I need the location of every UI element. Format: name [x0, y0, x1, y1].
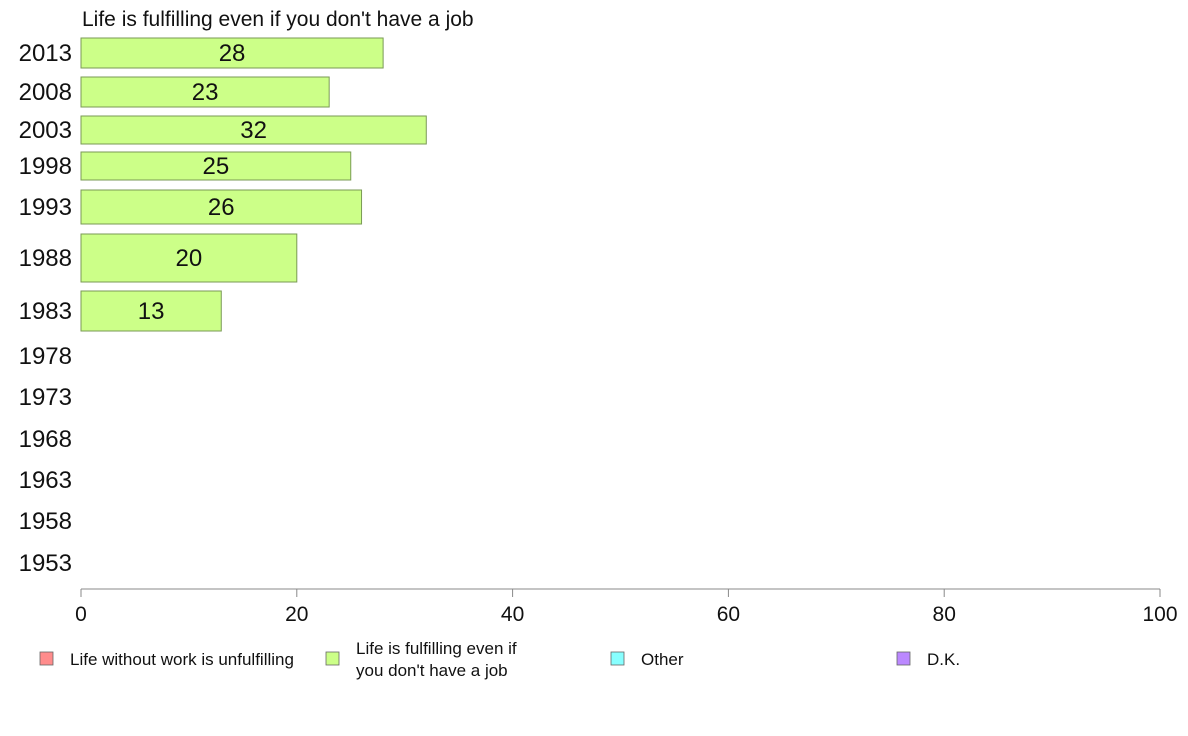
- chart-title: Life is fulfilling even if you don't hav…: [82, 8, 474, 31]
- y-tick-label: 1993: [19, 194, 72, 221]
- y-tick-label: 1988: [19, 245, 72, 272]
- y-axis-labels: 2013 2008 2003 1998 1993 1988 1983 1978 1973 1968…: [19, 40, 72, 577]
- x-tick-label: 20: [285, 603, 308, 626]
- y-tick-label: 1998: [19, 153, 72, 180]
- bar: [80, 233, 298, 283]
- legend-swatch: [610, 651, 625, 666]
- x-tick-label: 60: [717, 603, 740, 626]
- y-tick-label: 1963: [19, 467, 72, 494]
- legend-swatch: [896, 651, 911, 666]
- y-tick-label: 1978: [19, 343, 72, 370]
- bar: [80, 115, 427, 145]
- y-tick-label: 1958: [19, 508, 72, 535]
- legend: Life without work is unfulfilling Life is…: [39, 639, 960, 680]
- bar-data-label: 25: [203, 153, 230, 180]
- legend-label: Other: [641, 650, 684, 669]
- legend-label: Life without work is unfulfilling: [70, 650, 294, 669]
- x-tick-label: 100: [1142, 603, 1177, 626]
- legend-label: Life is fulfilling even if you don't have…: [356, 639, 517, 680]
- bar-data-label: 13: [138, 298, 165, 325]
- bar-data-label: 23: [192, 79, 219, 106]
- x-tick-label: 80: [933, 603, 956, 626]
- bar: [80, 151, 352, 181]
- y-tick-label: 2003: [19, 117, 72, 144]
- bar-data-label: 28: [219, 40, 246, 67]
- y-tick-label: 2008: [19, 79, 72, 106]
- bar-data-label: 26: [208, 194, 235, 221]
- y-tick-label: 2013: [19, 40, 72, 67]
- x-axis: 0 20 40 60 80 100: [75, 588, 1178, 626]
- x-tick-label: 40: [501, 603, 524, 626]
- y-tick-label: 1973: [19, 384, 72, 411]
- x-tick-label: 0: [75, 603, 87, 626]
- bar: [80, 37, 384, 69]
- legend-swatch: [39, 651, 54, 666]
- legend-label: D.K.: [927, 650, 960, 669]
- bar: [80, 76, 330, 108]
- legend-swatch: [325, 651, 340, 666]
- bar: [80, 189, 363, 225]
- bar: [80, 290, 222, 332]
- y-tick-label: 1953: [19, 550, 72, 577]
- bar-data-label: 32: [240, 117, 267, 144]
- bar-data-label: 20: [176, 245, 203, 272]
- y-tick-label: 1983: [19, 298, 72, 325]
- y-tick-label: 1968: [19, 426, 72, 453]
